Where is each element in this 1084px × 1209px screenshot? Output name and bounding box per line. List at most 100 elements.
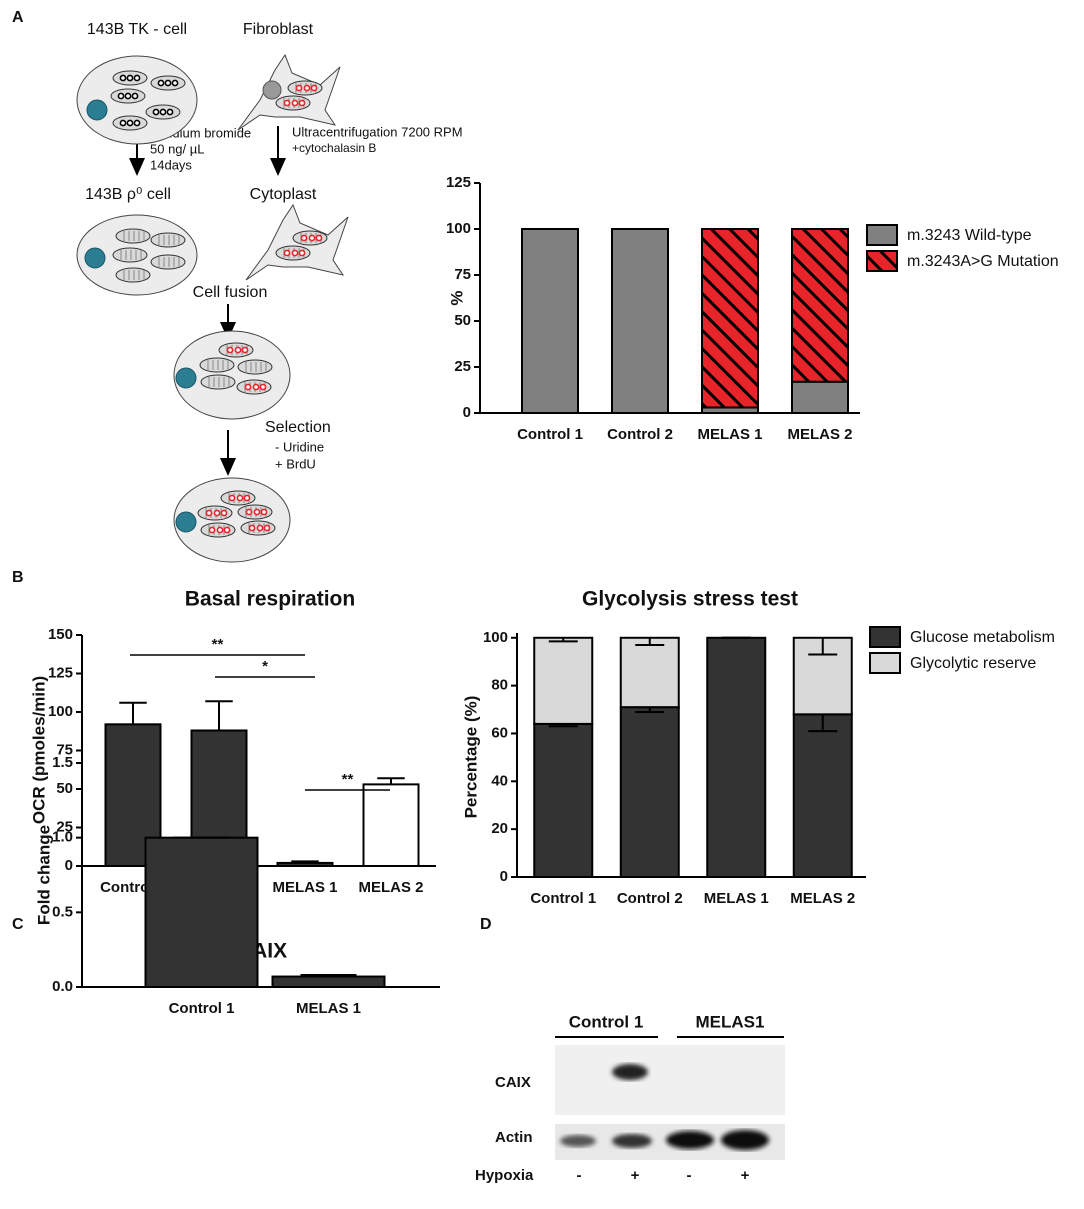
mtdna: [126, 119, 134, 127]
mtdna: [256, 524, 264, 532]
mtdna: [171, 79, 179, 87]
bar-segment: [521, 228, 579, 414]
y-tick-label: 50: [56, 780, 73, 797]
diagram: 143B TK - cell Fibroblast Ethidium bromi…: [76, 21, 463, 563]
panel-label: A: [12, 9, 24, 26]
mtdna: [298, 99, 306, 107]
y-tick-label: 100: [48, 703, 73, 720]
label: 50 ng/ µL: [150, 141, 204, 156]
y-tick-label: 50: [454, 312, 471, 329]
x-tick-label: MELAS 1: [272, 879, 337, 896]
label: Cytoplast: [250, 186, 317, 203]
y-tick-label: 25: [454, 358, 471, 375]
band: [721, 1130, 769, 1150]
bar-segment: [619, 706, 680, 878]
legend-label: m.3243A>G Mutation: [907, 253, 1059, 270]
mitochondrion: [115, 228, 151, 244]
significance-label: **: [342, 771, 354, 788]
mtdna: [133, 74, 141, 82]
y-tick-label: 75: [56, 741, 73, 758]
lane-label: +: [631, 1167, 640, 1184]
mtdna: [295, 84, 303, 92]
y-tick-label: 0: [463, 404, 471, 421]
x-tick-label: Control 1: [517, 426, 583, 443]
x-tick-label: Control 1: [530, 890, 596, 907]
mtdna: [152, 108, 160, 116]
bar-segment: [533, 722, 594, 879]
group-label: Control 1: [569, 1012, 644, 1031]
legend-swatch: [869, 626, 901, 648]
x-tick-label: Control 2: [617, 890, 683, 907]
mtdna: [260, 508, 268, 516]
mitochondrion: [150, 254, 186, 270]
bar-segment: [791, 228, 849, 383]
panel-label: B: [12, 569, 24, 586]
label: 143B TK - cell: [87, 21, 187, 38]
mtdna: [226, 346, 234, 354]
mtdna: [300, 234, 308, 242]
mitochondrion: [199, 357, 235, 373]
x-tick-label: Control 2: [607, 426, 673, 443]
y-tick-label: 20: [491, 820, 508, 837]
label: 143B ρ⁰ cell: [85, 186, 171, 203]
band: [560, 1135, 596, 1147]
label: +cytochalasin B: [292, 141, 376, 155]
mtdna: [248, 524, 256, 532]
y-axis-label: %: [447, 290, 466, 305]
y-tick-label: 100: [483, 629, 508, 646]
mtdna: [303, 84, 311, 92]
row-label: CAIX: [495, 1074, 531, 1091]
mtdna: [252, 383, 260, 391]
mtdna: [216, 526, 224, 534]
y-tick-label: 0: [500, 868, 508, 885]
bar-segment: [533, 636, 594, 725]
mtdna: [117, 92, 125, 100]
mtdna: [243, 494, 251, 502]
y-tick-label: 60: [491, 724, 508, 741]
significance-label: *: [262, 658, 268, 675]
label: Cell fusion: [193, 284, 268, 301]
y-tick-label: 125: [446, 174, 471, 191]
y-axis-label: Percentage (%): [461, 696, 480, 819]
x-tick-label: MELAS 2: [790, 890, 855, 907]
legend-label: Glucose metabolism: [910, 629, 1055, 646]
mtdna: [220, 509, 228, 517]
label: Ultracentrifugation 7200 RPM: [292, 124, 463, 139]
y-tick-label: 40: [491, 772, 508, 789]
band: [612, 1064, 648, 1080]
bar-segment: [791, 380, 849, 415]
y-tick-label: 80: [491, 677, 508, 694]
cell: [173, 330, 291, 420]
y-tick-label: 1.5: [52, 754, 73, 771]
mtdna: [166, 108, 174, 116]
x-tick-label: MELAS 1: [697, 426, 762, 443]
bar-segment: [619, 636, 680, 709]
x-tick-label: Control 1: [169, 1000, 235, 1017]
mtdna: [241, 346, 249, 354]
mitochondrion: [237, 359, 273, 375]
mtdna: [283, 249, 291, 257]
mtdna: [234, 346, 242, 354]
lane-label: -: [577, 1167, 582, 1184]
y-axis-label: Fold change: [34, 825, 53, 925]
label: Fibroblast: [243, 21, 314, 38]
label: + BrdU: [275, 456, 316, 471]
mtdna: [253, 508, 261, 516]
bar: [362, 783, 420, 868]
label: - Uridine: [275, 439, 324, 454]
group-label: MELAS1: [696, 1012, 765, 1031]
bar-segment: [706, 636, 767, 878]
legend-swatch: [866, 250, 898, 272]
x-tick-label: MELAS 2: [787, 426, 852, 443]
cell: [173, 477, 291, 563]
mtdna: [298, 249, 306, 257]
y-tick-label: 125: [48, 664, 73, 681]
mtdna: [259, 383, 267, 391]
mtdna: [157, 79, 165, 87]
mtdna: [263, 524, 271, 532]
mtdna: [208, 526, 216, 534]
mtdna: [124, 92, 132, 100]
bar-segment: [792, 636, 853, 716]
y-tick-label: 75: [454, 266, 471, 283]
